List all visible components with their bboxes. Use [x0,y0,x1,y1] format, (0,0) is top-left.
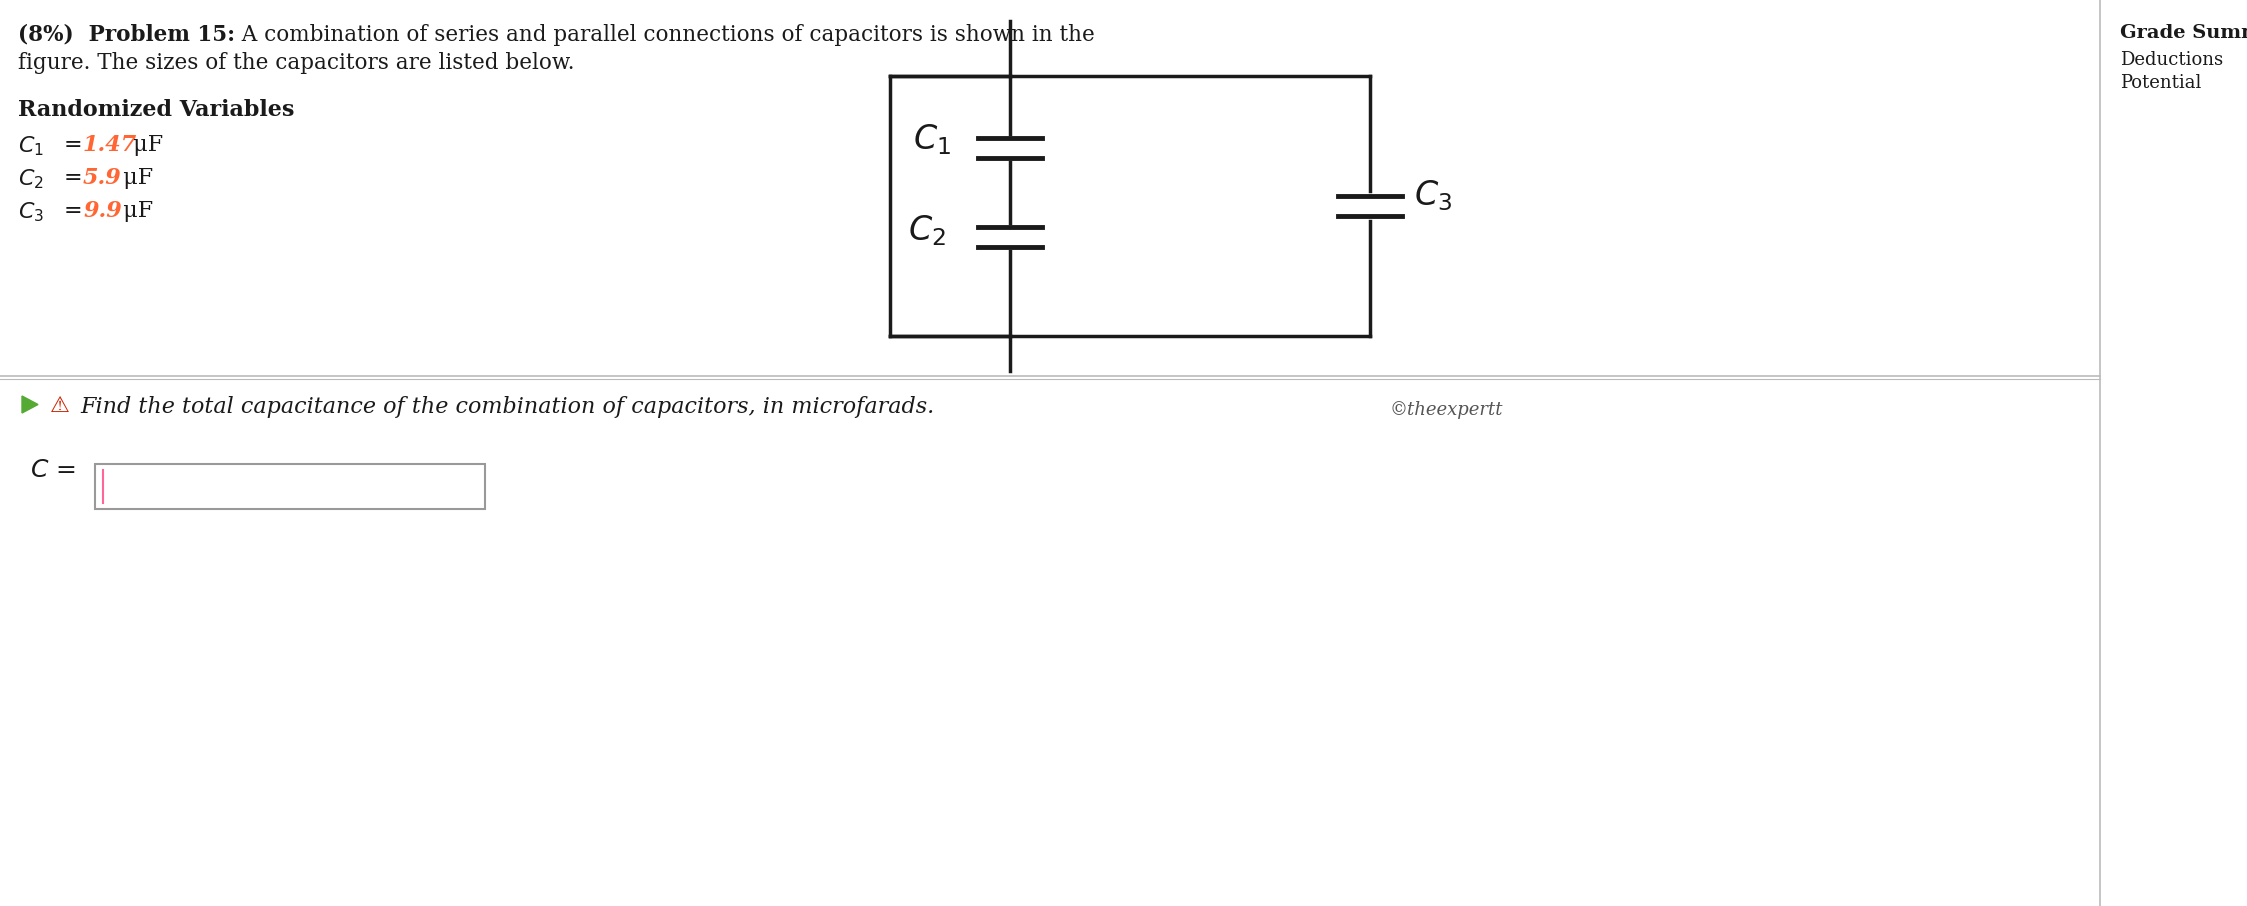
Text: =: = [63,200,83,222]
Polygon shape [22,396,38,413]
Text: 5.9: 5.9 [83,167,121,189]
Text: Grade Summar: Grade Summar [2119,24,2247,42]
Text: $C_1$: $C_1$ [18,134,45,158]
Text: $C_2$: $C_2$ [18,167,43,190]
Text: $C_2$: $C_2$ [908,214,946,248]
Text: ©theexpertt: ©theexpertt [1391,401,1503,419]
Text: =: = [63,167,83,189]
Text: $C_1$: $C_1$ [912,122,950,158]
Text: Deductions: Deductions [2119,51,2222,69]
Text: ⚠: ⚠ [49,396,70,416]
Text: $C$ =: $C$ = [29,459,76,482]
Text: μF: μF [117,167,153,189]
Text: =: = [63,134,83,156]
Text: figure. The sizes of the capacitors are listed below.: figure. The sizes of the capacitors are … [18,52,575,74]
Text: Potential: Potential [2119,74,2202,92]
Text: 1.47: 1.47 [83,134,137,156]
Text: Randomized Variables: Randomized Variables [18,99,294,121]
Text: (8%)  Problem 15:: (8%) Problem 15: [18,24,236,46]
Text: Find the total capacitance of the combination of capacitors, in microfarads.: Find the total capacitance of the combin… [81,396,935,418]
Text: $C_3$: $C_3$ [1413,178,1452,213]
FancyBboxPatch shape [94,464,485,509]
Text: A combination of series and parallel connections of capacitors is shown in the: A combination of series and parallel con… [227,24,1094,46]
Text: μF: μF [126,134,164,156]
Text: 9.9: 9.9 [83,200,121,222]
Text: μF: μF [117,200,153,222]
Text: $C_3$: $C_3$ [18,200,45,224]
